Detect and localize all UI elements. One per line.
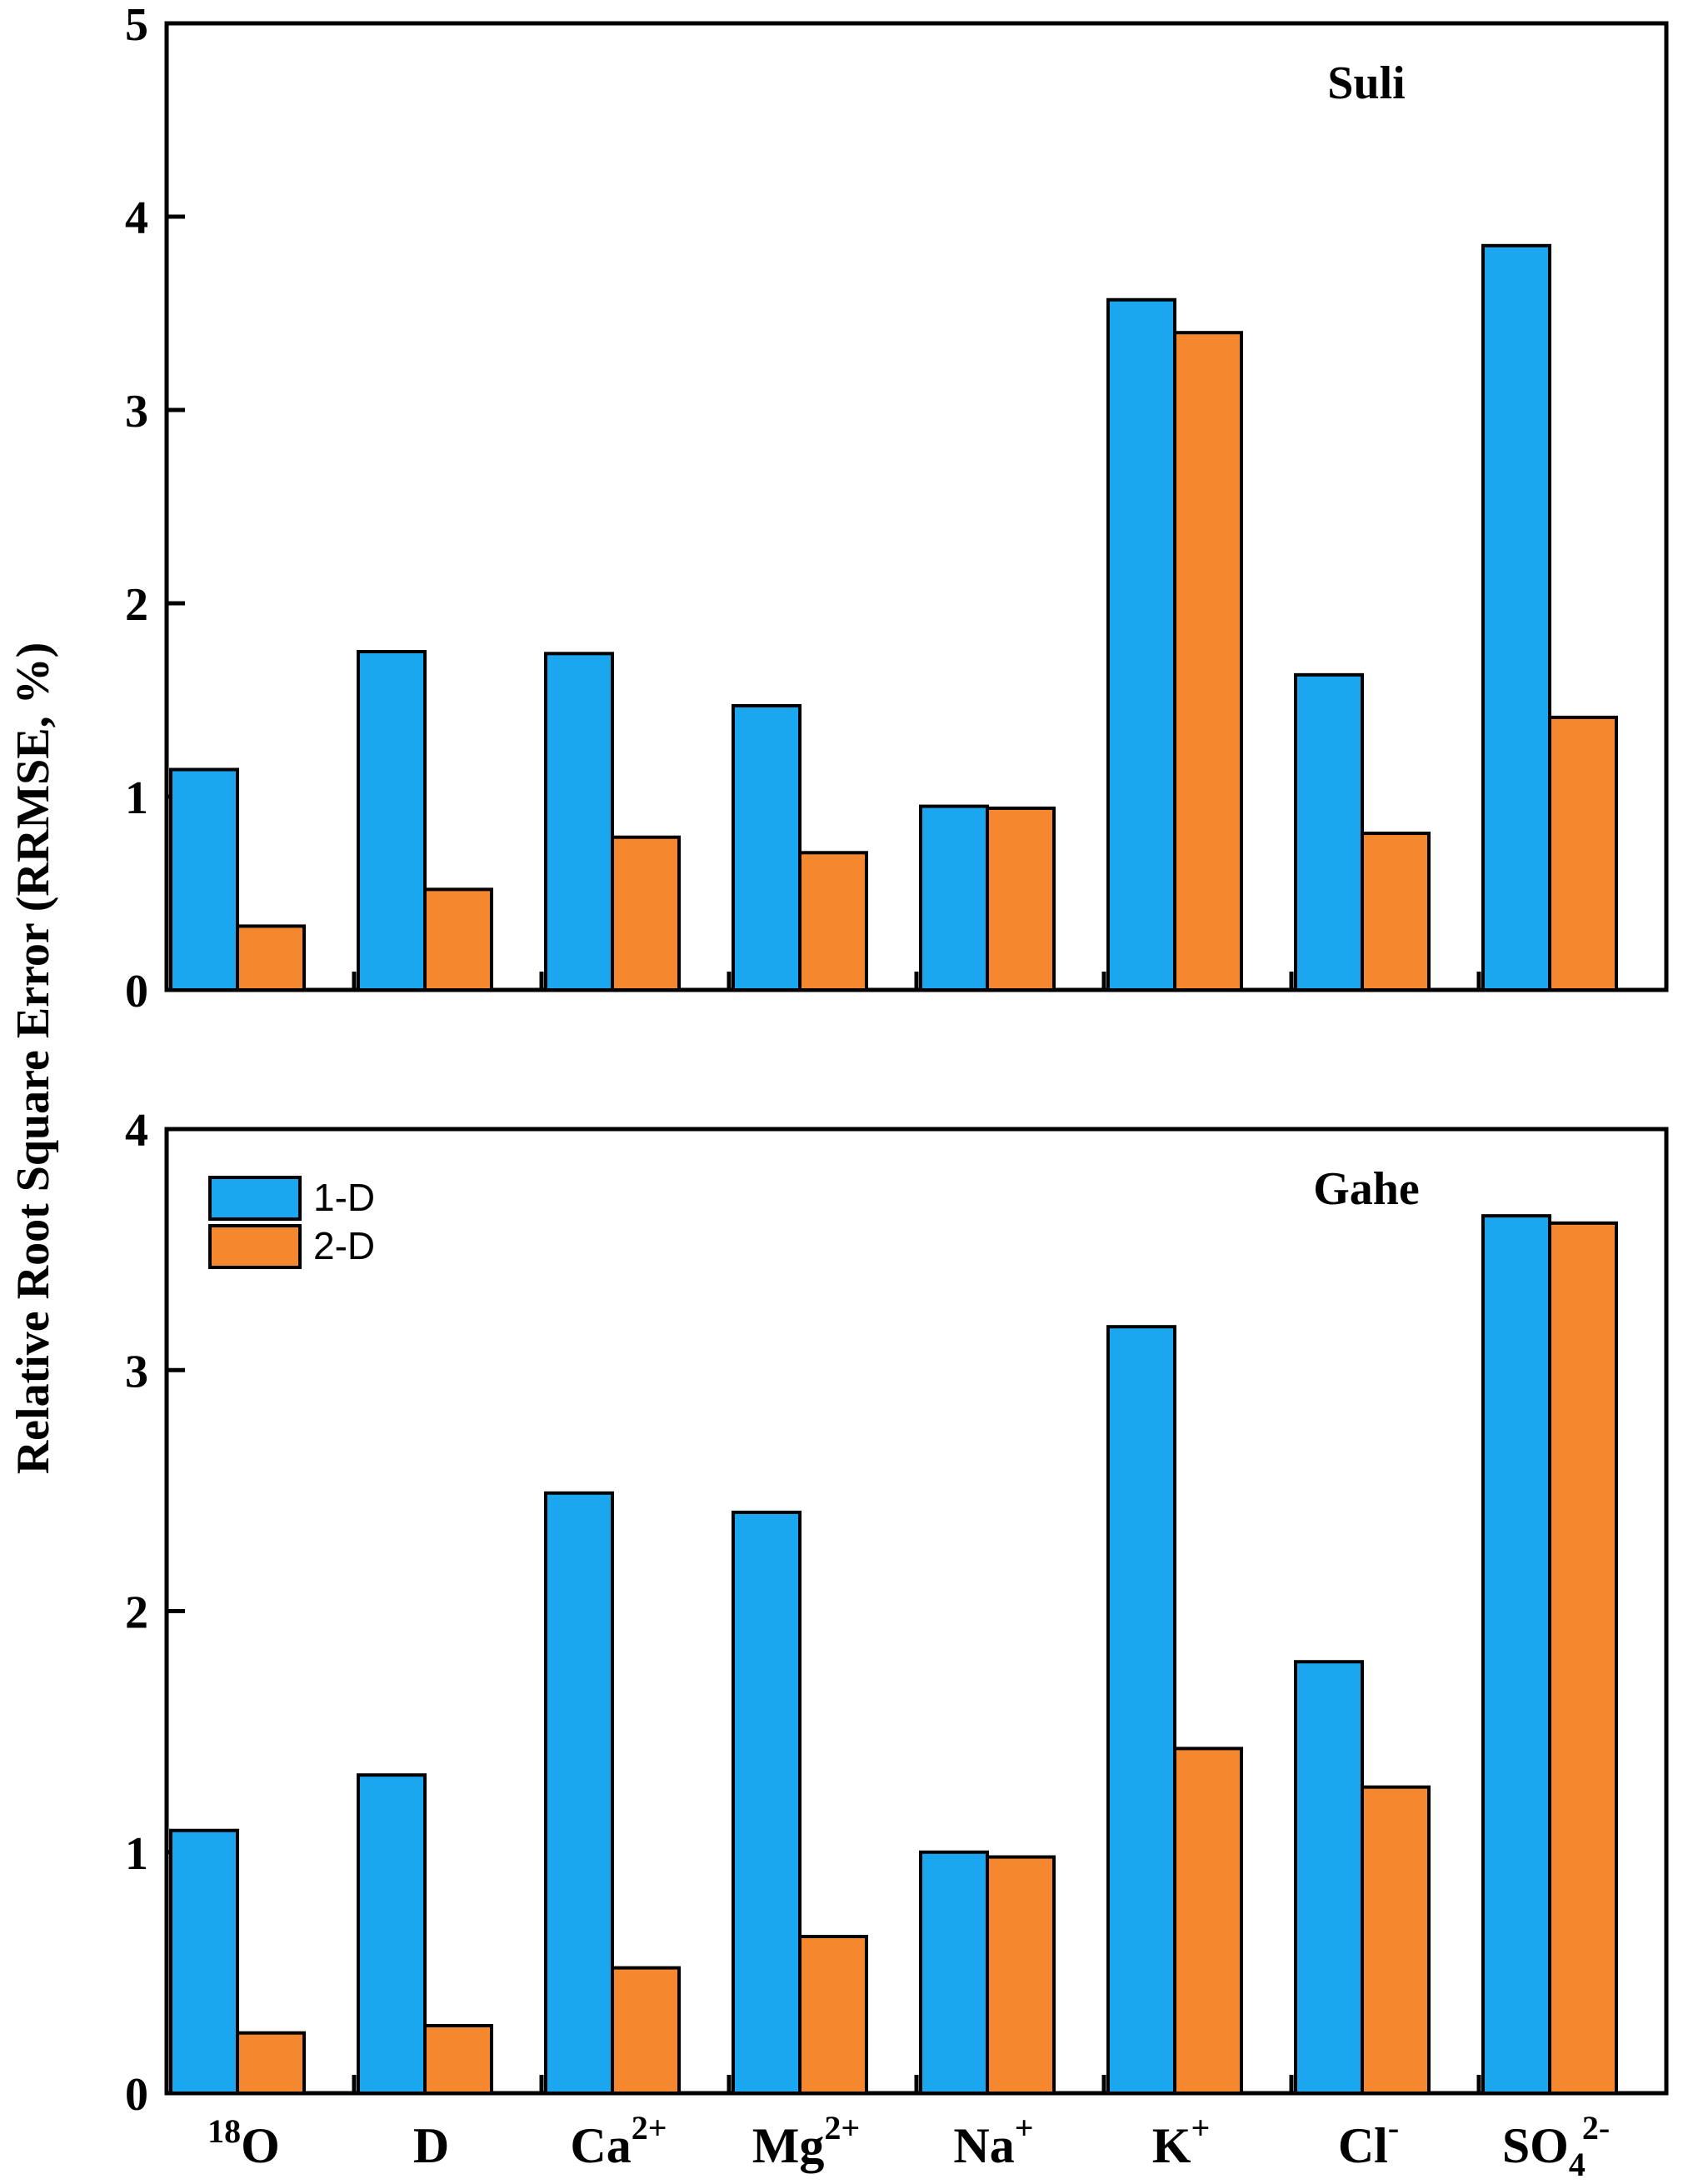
legend: 1-D2-D xyxy=(208,1176,375,1269)
y-tick-label: 4 xyxy=(125,1105,148,1157)
legend-swatch-2-d xyxy=(208,1224,302,1269)
y-tick-label: 1 xyxy=(125,772,148,824)
bar-1-d-na xyxy=(919,804,989,992)
bar-1-d-k xyxy=(1106,297,1176,992)
panel-title: Suli xyxy=(1327,57,1405,109)
bar-2-d-cl xyxy=(1361,1785,1431,2096)
bar-2-d-k xyxy=(1173,331,1243,992)
y-tick-label: 0 xyxy=(125,966,148,1017)
y-tick-label: 0 xyxy=(125,2069,148,2121)
panel-1: 0 1 2 3 4 5 Suli xyxy=(125,0,1669,1017)
bar-2-d-na xyxy=(986,1855,1056,2095)
x-category-label: Mg2+ xyxy=(752,2109,860,2173)
y-tick-label: 2 xyxy=(125,1587,148,1639)
bar-2-d-o xyxy=(236,2031,306,2095)
bar-2-d-so xyxy=(1548,715,1618,992)
y-tick-label: 3 xyxy=(125,386,148,437)
x-category-label: D xyxy=(413,2118,449,2173)
bar-1-d-na xyxy=(919,1850,989,2095)
bar-1-d-ca xyxy=(544,652,614,992)
bar-1-d-cl xyxy=(1294,1660,1364,2096)
bar-2-d-d xyxy=(423,887,493,992)
bar-2-d-ca xyxy=(611,835,681,992)
x-category-label: SO42- xyxy=(1502,2109,1610,2180)
y-tick-label: 1 xyxy=(125,1828,148,1880)
bar-2-d-d xyxy=(423,2024,493,2096)
bar-1-d-d xyxy=(357,650,427,992)
bar-2-d-so xyxy=(1548,1221,1618,2095)
x-category-label: Ca2+ xyxy=(570,2109,667,2173)
x-category-label: Cl- xyxy=(1338,2109,1399,2173)
bar-1-d-mg xyxy=(732,703,802,992)
legend-swatch-1-d xyxy=(208,1176,302,1221)
bar-2-d-ca xyxy=(611,1966,681,2096)
bar-2-d-na xyxy=(986,806,1056,992)
bar-1-d-o xyxy=(169,1828,239,2096)
panel-2: 0 1 2 3 4 Gahe xyxy=(125,1105,1669,2121)
bar-2-d-o xyxy=(236,924,306,992)
bar-1-d-d xyxy=(357,1773,427,2095)
legend-label-1-d: 1-D xyxy=(313,1176,375,1219)
bar-1-d-ca xyxy=(544,1491,614,2095)
y-tick-label: 5 xyxy=(125,0,148,51)
bar-1-d-cl xyxy=(1294,672,1364,992)
y-tick-label: 3 xyxy=(125,1346,148,1397)
y-tick-label: 4 xyxy=(125,192,148,244)
bar-2-d-mg xyxy=(798,851,868,992)
bar-1-d-k xyxy=(1106,1325,1176,2096)
bar-1-d-so xyxy=(1481,1214,1551,2095)
x-category-label: K+ xyxy=(1152,2109,1210,2173)
bar-1-d-mg xyxy=(732,1510,802,2095)
bar-2-d-cl xyxy=(1361,832,1431,992)
bar-2-d-k xyxy=(1173,1747,1243,2096)
y-tick-label: 2 xyxy=(125,579,148,631)
bar-1-d-o xyxy=(169,767,239,992)
bar-1-d-so xyxy=(1481,243,1551,992)
panel-title: Gahe xyxy=(1313,1163,1420,1215)
x-category-label: 18O xyxy=(207,2112,280,2173)
legend-label-2-d: 2-D xyxy=(313,1224,375,1267)
y-axis-label: Relative Root Square Error (RRMSE, %) xyxy=(7,642,59,1475)
bar-2-d-mg xyxy=(798,1934,868,2096)
x-category-label: Na+ xyxy=(953,2109,1033,2173)
